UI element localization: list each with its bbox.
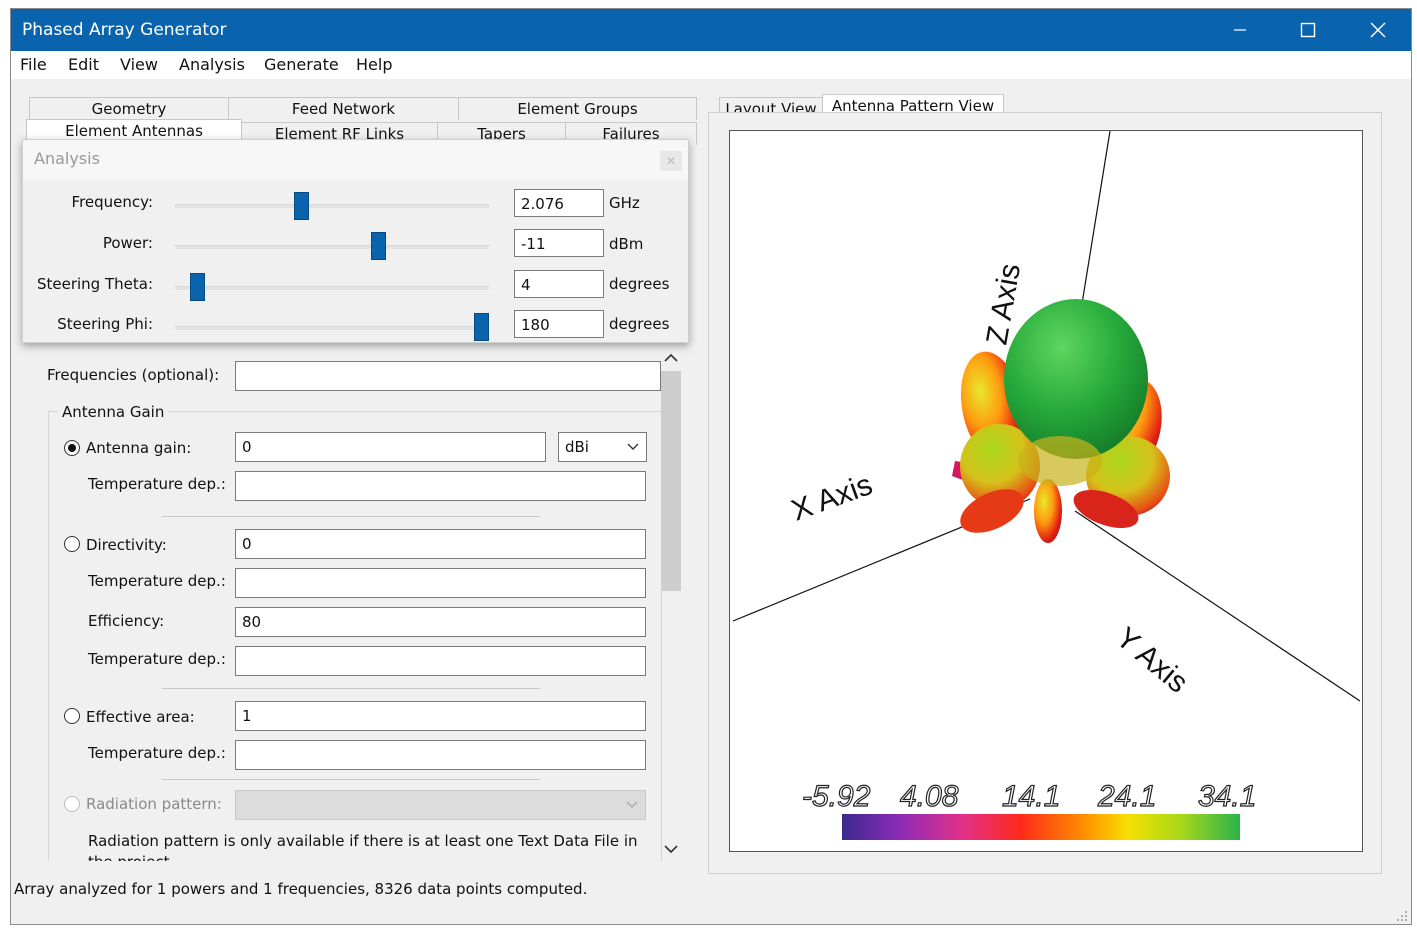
antenna-gain-temp-input[interactable] — [235, 471, 646, 501]
menu-view[interactable]: View — [120, 55, 158, 74]
colorbar-tick: 24.1 — [1097, 780, 1156, 813]
steering-theta-unit: degrees — [609, 275, 670, 293]
form-scrollbar[interactable] — [660, 341, 682, 861]
separator — [162, 779, 540, 780]
element-antennas-panel: Frequencies (optional): Antenna Gain Ant… — [22, 341, 687, 861]
antenna-pattern-plot: Z Axis X Axis Y Axis -5.92 4.08 14.1 24.… — [732, 130, 1361, 840]
frequency-slider[interactable] — [175, 204, 489, 208]
separator — [162, 516, 540, 517]
resize-grip-icon[interactable] — [1396, 910, 1408, 922]
analysis-close-button[interactable]: ✕ — [660, 151, 682, 171]
directivity-temp-input[interactable] — [235, 568, 646, 598]
efficiency-temp-input[interactable] — [235, 646, 646, 676]
efficiency-label: Efficiency: — [88, 612, 165, 630]
radiation-pattern-radio[interactable] — [64, 796, 80, 812]
z-axis-line — [1079, 130, 1111, 317]
analysis-panel: Analysis ✕ Frequency: 2.076 GHz Power: -… — [22, 139, 689, 343]
menu-analysis[interactable]: Analysis — [179, 55, 245, 74]
steering-phi-input[interactable]: 180 — [514, 310, 604, 338]
steering-theta-input[interactable]: 4 — [514, 270, 604, 298]
menu-help[interactable]: Help — [356, 55, 393, 74]
radiation-pattern-select[interactable] — [235, 790, 646, 820]
effective-area-input[interactable]: 1 — [235, 701, 646, 731]
scrollbar-thumb[interactable] — [661, 371, 681, 591]
efficiency-input[interactable]: 80 — [235, 607, 646, 637]
effective-area-temp-label: Temperature dep.: — [88, 744, 226, 762]
separator — [162, 688, 540, 689]
close-icon — [1370, 22, 1386, 38]
scroll-down-icon[interactable] — [664, 844, 678, 854]
steering-phi-slider[interactable] — [175, 326, 489, 330]
effective-area-label: Effective area: — [86, 708, 195, 726]
power-slider-thumb[interactable] — [370, 232, 386, 260]
radiation-pattern-label: Radiation pattern: — [86, 795, 222, 813]
close-button[interactable] — [1349, 9, 1407, 51]
colorbar: -5.92 4.08 14.1 24.1 34.1 — [801, 779, 1257, 840]
frequencies-input[interactable] — [235, 361, 661, 391]
menu-bar: File Edit View Analysis Generate Help — [11, 51, 1411, 79]
efficiency-temp-label: Temperature dep.: — [88, 650, 226, 668]
power-label: Power: — [102, 234, 153, 252]
steering-phi-label: Steering Phi: — [57, 315, 153, 333]
antenna-pattern-canvas[interactable]: Z Axis X Axis Y Axis -5.92 4.08 14.1 24.… — [729, 130, 1363, 852]
analysis-panel-title: Analysis — [34, 149, 100, 168]
antenna-gain-input[interactable]: 0 — [235, 432, 546, 462]
maximize-icon — [1300, 22, 1316, 38]
tab-element-groups[interactable]: Element Groups — [458, 97, 697, 120]
status-bar-text: Array analyzed for 1 powers and 1 freque… — [14, 880, 588, 898]
x-axis-label: X Axis — [787, 468, 877, 528]
radiation-pattern-note: Radiation pattern is only available if t… — [88, 832, 638, 861]
y-axis-label: Y Axis — [1110, 621, 1195, 700]
steering-phi-unit: degrees — [609, 315, 670, 333]
chevron-down-icon — [627, 443, 639, 450]
directivity-temp-label: Temperature dep.: — [88, 572, 226, 590]
colorbar-gradient — [842, 814, 1240, 840]
chevron-down-icon — [626, 801, 638, 808]
steering-theta-label: Steering Theta: — [36, 275, 153, 293]
radiation-lobes — [952, 299, 1170, 543]
tab-feed-network[interactable]: Feed Network — [228, 97, 459, 120]
title-bar: Phased Array Generator — [11, 9, 1411, 51]
effective-area-radio[interactable] — [64, 708, 80, 724]
colorbar-tick: 14.1 — [1002, 780, 1060, 813]
power-slider[interactable] — [175, 245, 489, 249]
frequency-label: Frequency: — [71, 193, 153, 211]
menu-edit[interactable]: Edit — [68, 55, 99, 74]
power-input[interactable]: -11 — [514, 229, 604, 257]
minimize-button[interactable] — [1211, 9, 1269, 51]
colorbar-tick: 34.1 — [1198, 780, 1256, 813]
directivity-radio[interactable] — [64, 536, 80, 552]
menu-file[interactable]: File — [20, 55, 47, 74]
window-title: Phased Array Generator — [22, 20, 227, 40]
colorbar-tick: 4.08 — [900, 780, 959, 813]
minimize-icon — [1234, 29, 1246, 31]
frequencies-label: Frequencies (optional): — [47, 366, 220, 384]
power-unit: dBm — [609, 235, 644, 253]
menu-generate[interactable]: Generate — [264, 55, 339, 74]
directivity-label: Directivity: — [86, 536, 167, 554]
frequency-slider-thumb[interactable] — [293, 192, 309, 220]
colorbar-tick: -5.92 — [802, 780, 871, 813]
frequency-input[interactable]: 2.076 — [514, 189, 604, 217]
steering-phi-slider-thumb[interactable] — [474, 313, 490, 341]
gain-unit-value: dBi — [565, 438, 589, 456]
antenna-gain-group-title: Antenna Gain — [58, 403, 169, 421]
directivity-input[interactable]: 0 — [235, 529, 646, 559]
analysis-panel-header: Analysis ✕ — [23, 140, 688, 180]
y-axis-line — [1074, 510, 1361, 702]
antenna-gain-group — [48, 411, 662, 861]
antenna-gain-radio[interactable] — [64, 440, 80, 456]
antenna-gain-temp-label: Temperature dep.: — [88, 475, 226, 493]
steering-theta-slider-thumb[interactable] — [189, 273, 205, 301]
tab-geometry[interactable]: Geometry — [29, 97, 229, 120]
steering-theta-slider[interactable] — [175, 286, 489, 290]
antenna-gain-label: Antenna gain: — [86, 439, 192, 457]
effective-area-temp-input[interactable] — [235, 740, 646, 770]
frequency-unit: GHz — [609, 194, 640, 212]
gain-unit-select[interactable]: dBi — [558, 432, 647, 462]
scroll-up-icon[interactable] — [664, 353, 678, 363]
maximize-button[interactable] — [1279, 9, 1337, 51]
